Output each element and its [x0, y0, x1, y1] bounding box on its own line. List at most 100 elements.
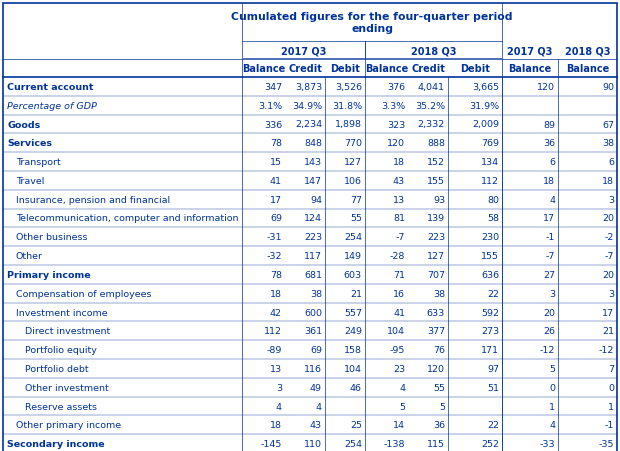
Text: 55: 55	[433, 383, 445, 392]
Text: 139: 139	[427, 214, 445, 223]
Text: -33: -33	[539, 439, 555, 448]
Text: 18: 18	[270, 420, 282, 429]
Text: 603: 603	[344, 270, 362, 279]
Text: 112: 112	[481, 176, 499, 185]
Text: 55: 55	[350, 214, 362, 223]
Text: -31: -31	[267, 233, 282, 242]
Text: Reserve assets: Reserve assets	[25, 401, 97, 410]
Text: 158: 158	[344, 345, 362, 354]
Text: 273: 273	[481, 327, 499, 336]
Text: 112: 112	[264, 327, 282, 336]
Text: 636: 636	[481, 270, 499, 279]
Text: Telecommunication, computer and information: Telecommunication, computer and informat…	[16, 214, 239, 223]
Text: 34.9%: 34.9%	[292, 101, 322, 110]
Text: 1,898: 1,898	[335, 120, 362, 129]
Text: Compensation of employees: Compensation of employees	[16, 289, 151, 298]
Text: -12: -12	[599, 345, 614, 354]
Text: 3.3%: 3.3%	[381, 101, 405, 110]
Text: 18: 18	[602, 176, 614, 185]
Text: 21: 21	[602, 327, 614, 336]
Text: 770: 770	[344, 139, 362, 148]
Text: 681: 681	[304, 270, 322, 279]
Text: 7: 7	[608, 364, 614, 373]
Text: 31.9%: 31.9%	[469, 101, 499, 110]
Text: 361: 361	[304, 327, 322, 336]
Text: 90: 90	[602, 83, 614, 92]
Text: -2: -2	[604, 233, 614, 242]
Text: 120: 120	[537, 83, 555, 92]
Text: 633: 633	[427, 308, 445, 317]
Text: 230: 230	[481, 233, 499, 242]
Text: Other primary income: Other primary income	[16, 420, 121, 429]
Text: -89: -89	[267, 345, 282, 354]
Text: 15: 15	[270, 158, 282, 167]
Text: 0: 0	[549, 383, 555, 392]
Text: 0: 0	[608, 383, 614, 392]
Text: 254: 254	[344, 233, 362, 242]
Text: 13: 13	[270, 364, 282, 373]
Text: 71: 71	[393, 270, 405, 279]
Text: Balance: Balance	[242, 64, 285, 74]
Text: 20: 20	[543, 308, 555, 317]
Text: 2,234: 2,234	[295, 120, 322, 129]
Text: 13: 13	[393, 195, 405, 204]
Text: 41: 41	[270, 176, 282, 185]
Text: Credit: Credit	[411, 64, 445, 74]
Text: 31.8%: 31.8%	[332, 101, 362, 110]
Text: Debit: Debit	[330, 64, 360, 74]
Text: 600: 600	[304, 308, 322, 317]
Text: 2018 Q3: 2018 Q3	[410, 46, 456, 56]
Text: 43: 43	[310, 420, 322, 429]
Text: 80: 80	[487, 195, 499, 204]
Text: 4: 4	[399, 383, 405, 392]
Text: 2017 Q3: 2017 Q3	[507, 46, 552, 56]
Text: 376: 376	[387, 83, 405, 92]
Text: -145: -145	[260, 439, 282, 448]
Text: 38: 38	[310, 289, 322, 298]
Text: 171: 171	[481, 345, 499, 354]
Text: 3,526: 3,526	[335, 83, 362, 92]
Text: 5: 5	[439, 401, 445, 410]
Text: 69: 69	[270, 214, 282, 223]
Text: Direct investment: Direct investment	[25, 327, 110, 336]
Text: 110: 110	[304, 439, 322, 448]
Text: 120: 120	[387, 139, 405, 148]
Text: 97: 97	[487, 364, 499, 373]
Text: 116: 116	[304, 364, 322, 373]
Text: 707: 707	[427, 270, 445, 279]
Text: 25: 25	[350, 420, 362, 429]
Text: 124: 124	[304, 214, 322, 223]
Text: 26: 26	[543, 327, 555, 336]
Text: Cumulated figures for the four-quarter period
ending: Cumulated figures for the four-quarter p…	[231, 12, 513, 34]
Text: Other: Other	[16, 252, 43, 261]
Text: 4: 4	[276, 401, 282, 410]
Text: 1: 1	[549, 401, 555, 410]
Text: -12: -12	[539, 345, 555, 354]
Text: 249: 249	[344, 327, 362, 336]
Text: Percentage of GDP: Percentage of GDP	[7, 101, 97, 110]
Text: 127: 127	[344, 158, 362, 167]
Text: 20: 20	[602, 214, 614, 223]
Text: 76: 76	[433, 345, 445, 354]
Text: 347: 347	[264, 83, 282, 92]
Text: Portfolio equity: Portfolio equity	[25, 345, 97, 354]
Text: Goods: Goods	[7, 120, 40, 129]
Text: Primary income: Primary income	[7, 270, 91, 279]
Text: 149: 149	[344, 252, 362, 261]
Text: 2018 Q3: 2018 Q3	[565, 46, 610, 56]
Text: 3: 3	[549, 289, 555, 298]
Text: 17: 17	[602, 308, 614, 317]
Text: Other business: Other business	[16, 233, 87, 242]
Text: 4: 4	[549, 420, 555, 429]
Text: 22: 22	[487, 420, 499, 429]
Text: 3: 3	[608, 289, 614, 298]
Text: 2017 Q3: 2017 Q3	[281, 46, 326, 56]
Text: 155: 155	[481, 252, 499, 261]
Text: 592: 592	[481, 308, 499, 317]
Text: 20: 20	[602, 270, 614, 279]
Text: 6: 6	[549, 158, 555, 167]
Text: -138: -138	[384, 439, 405, 448]
Text: 3: 3	[276, 383, 282, 392]
Text: 104: 104	[344, 364, 362, 373]
Text: Balance: Balance	[566, 64, 609, 74]
